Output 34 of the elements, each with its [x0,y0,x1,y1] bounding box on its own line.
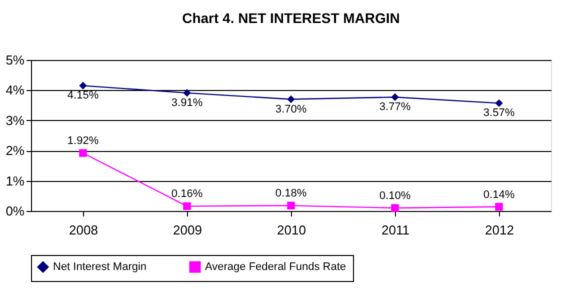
point [495,202,503,211]
y-tick-label: 5% [6,52,25,68]
x-tick-label: 2010 [277,222,306,238]
legend-label: Net Interest Margin [53,261,147,273]
point [183,202,191,210]
point [287,202,295,210]
point [495,99,503,108]
x-tick-label: 2009 [173,222,202,238]
y-tick-label: 0% [6,204,25,218]
data-label: 0.14% [483,188,515,201]
y-tick-label: 1% [6,173,25,188]
point [79,149,87,157]
point [79,82,87,90]
data-label: 0.18% [275,188,307,200]
data-label: 3.57% [483,107,515,120]
point [391,204,399,212]
x-tick-label: 2008 [69,222,98,238]
point [183,89,191,97]
data-label: 3.91% [171,96,203,109]
x-tick-label: 2012 [485,222,514,238]
data-label: 3.77% [379,101,411,114]
data-label: 3.70% [275,103,307,116]
data-label: 0.10% [379,190,411,202]
point [391,93,399,102]
x-tick-label: 2011 [382,222,410,238]
y-tick-label: 2% [6,143,25,158]
data-label: 4.15% [67,90,99,102]
point [287,95,295,104]
chart-title: Chart 4. NET INTEREST MARGIN [182,10,400,26]
y-tick-label: 4% [6,82,25,98]
legend-label: Average Federal Funds Rate [205,261,346,273]
data-label: 1.92% [67,135,99,148]
data-label: 0.16% [171,188,203,200]
y-tick-label: 3% [6,112,25,128]
